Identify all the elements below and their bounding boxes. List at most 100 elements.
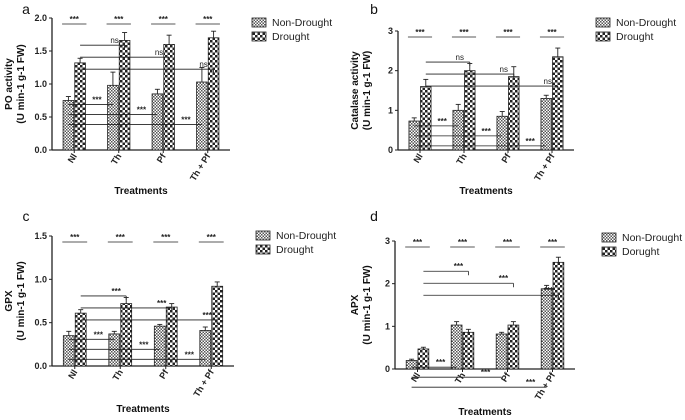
y-tick-label: 0.5 <box>34 112 47 122</box>
y-axis-label: PO activity(U min-1 g-1 FW) <box>4 44 27 123</box>
y-tick-label: 0.0 <box>34 145 47 155</box>
bar-non-drought-1 <box>450 324 463 370</box>
x-tick-label: Nl <box>66 368 79 381</box>
y-tick-label: 0.0 <box>34 361 47 371</box>
bar-drought-3 <box>207 37 220 151</box>
drought-compare-label: *** <box>454 262 464 271</box>
x-tick-label: Th <box>454 152 468 167</box>
x-tick-label: Th + Pf <box>191 367 216 399</box>
x-axis-label: Treatments <box>459 186 513 197</box>
x-tick-label: Th <box>453 371 467 386</box>
legend-label-drought: Drought <box>276 244 313 256</box>
bar-non-drought-2 <box>496 115 508 151</box>
drought-compare-label: *** <box>112 287 122 296</box>
y-tick-label: 1.0 <box>34 79 47 89</box>
within-sig-label: *** <box>159 15 169 24</box>
bar-non-drought-3 <box>196 81 208 151</box>
drought-compare-label: *** <box>203 311 213 320</box>
x-tick-label: Th + Pf <box>533 370 558 402</box>
drought-compare-label: *** <box>157 299 167 308</box>
y-tick-label: 1.0 <box>34 274 47 284</box>
legend-label-non-drought: Non-Drought <box>272 17 332 29</box>
bar-drought-0 <box>74 62 86 151</box>
legend-label-non-drought: Non-Drought <box>616 17 676 29</box>
chart-panel-c: c GPX(U min-1 g-1 FW) 0.0 0.5 1.0 1.5 Nl Th Pf Th… <box>4 208 336 415</box>
y-tick-label: 1.5 <box>34 231 47 241</box>
drought-compare-label: ns <box>500 65 508 74</box>
drought-compare-label: ns <box>456 53 464 62</box>
x-tick-label: Pf <box>157 367 171 381</box>
y-tick-label: 1 <box>385 321 390 331</box>
chart-panel-a: a PO activity(U min-1 g-1 FW) 0.0 0.5 1.0 1.5… <box>4 1 332 197</box>
y-tick-label: 0.5 <box>34 318 47 328</box>
within-sig-label: *** <box>203 15 213 24</box>
legend-swatch-non-drought <box>601 232 617 243</box>
x-axis-label: Treatments <box>116 404 170 415</box>
x-tick-label: Th <box>111 368 125 383</box>
legend-swatch-drought <box>595 31 611 42</box>
bar-non-drought-3 <box>199 330 212 367</box>
within-sig-label: *** <box>459 28 469 37</box>
y-tick-label: 2 <box>385 279 390 289</box>
non-drought-compare-label: *** <box>181 116 191 125</box>
bar-non-drought-2 <box>495 333 508 370</box>
panel-label: b <box>370 1 378 17</box>
within-sig-label: *** <box>548 238 558 247</box>
y-tick-label: 2.0 <box>34 13 47 23</box>
y-axis-label-line2: (U min-1 g-1 FW) <box>362 51 373 130</box>
within-sig-label: *** <box>413 238 423 247</box>
non-drought-compare-label: *** <box>185 350 195 359</box>
y-tick-label: 0 <box>385 364 390 374</box>
y-tick-label: 2 <box>388 66 393 76</box>
drought-compare-label: *** <box>499 274 509 283</box>
bar-non-drought-1 <box>108 333 121 367</box>
non-drought-compare-label: *** <box>436 358 446 367</box>
within-sig-label: *** <box>70 15 80 24</box>
bar-drought-2 <box>165 306 178 367</box>
y-tick-label: 1.5 <box>34 46 47 56</box>
x-tick-label: Th + Pf <box>532 151 557 183</box>
drought-compare-label: ns <box>110 36 118 45</box>
drought-compare-label: ns <box>199 60 207 69</box>
bar-non-drought-1 <box>107 84 119 151</box>
x-tick-label: Nl <box>66 152 79 165</box>
non-drought-compare-label: *** <box>526 137 536 146</box>
legend-label-non-drought: Non-Drought <box>276 230 336 242</box>
bar-non-drought-3 <box>540 98 552 151</box>
x-tick-label: Nl <box>411 152 424 165</box>
y-axis-label-line2: (U min-1 g-1 FW) <box>16 44 27 123</box>
legend-swatch-drought <box>255 244 271 255</box>
y-axis-label: GPX(U min-1 g-1 FW) <box>4 261 27 340</box>
bar-drought-0 <box>420 86 432 151</box>
bar-drought-3 <box>552 261 565 370</box>
x-axis-label: Treatments <box>458 407 512 418</box>
y-axis-label: APX(U min-1 g-1 FW) <box>350 265 373 344</box>
y-axis-label: Catalase activity(U min-1 g-1 FW) <box>350 51 373 130</box>
y-axis-label-line1: PO activity <box>4 58 15 110</box>
non-drought-compare-label: *** <box>92 96 102 105</box>
legend-swatch-drought <box>251 31 267 42</box>
within-sig-label: *** <box>503 238 513 247</box>
non-drought-compare-label: *** <box>526 378 536 387</box>
within-sig-label: *** <box>207 233 217 242</box>
y-axis-label-line2: (U min-1 g-1 FW) <box>362 265 373 344</box>
panel-label: d <box>370 208 378 224</box>
bar-drought-1 <box>462 331 475 370</box>
bar-drought-2 <box>508 76 520 151</box>
bar-non-drought-2 <box>151 93 164 151</box>
bar-drought-1 <box>464 70 476 151</box>
panel-label: c <box>23 208 30 224</box>
legend-swatch-non-drought <box>251 17 267 28</box>
y-tick-label: 1 <box>388 105 393 115</box>
within-sig-label: *** <box>415 28 425 37</box>
drought-compare-label: *** <box>544 286 554 295</box>
x-tick-label: Pf <box>155 151 169 165</box>
within-sig-label: *** <box>70 233 80 242</box>
chart-panel-b: b Catalase activity(U min-1 g-1 FW) 0 1 2 3 Nl… <box>350 1 676 197</box>
x-tick-label: Th <box>109 152 123 167</box>
legend-swatch-drought <box>601 246 617 257</box>
bar-drought-3 <box>211 285 224 367</box>
non-drought-compare-label: *** <box>94 330 104 339</box>
